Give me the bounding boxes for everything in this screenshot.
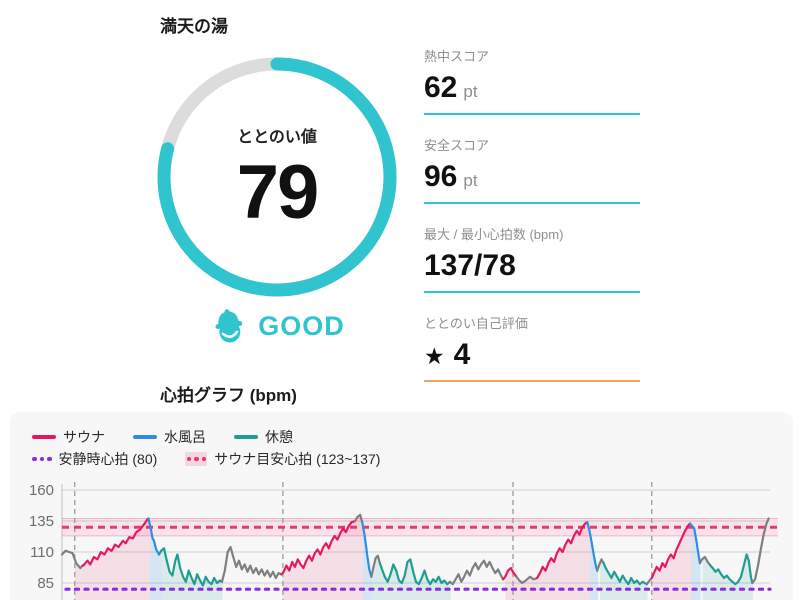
legend-item: 安静時心拍 (80) [32,449,157,469]
svg-text:135: 135 [29,513,54,530]
stat-heat-score: 熱中スコア 62 pt [424,46,640,115]
gauge-value: 79 [236,150,320,235]
legend-series-row: サウナ 水風呂 休憩 [32,426,793,448]
legend-reference-row: 安静時心拍 (80) サウナ目安心拍 (123~137) [32,448,793,470]
legend-swatch-solid [133,434,157,440]
gauge-ring [157,57,397,297]
heart-rate-card: サウナ 水風呂 休憩 安静時心拍 (80) サウナ目安心拍 (123~137) 160… [10,412,793,600]
legend-item: 水風呂 [133,427,206,447]
legend-item: サウナ [32,427,105,447]
legend-label: 安静時心拍 (80) [58,451,158,467]
svg-text:160: 160 [29,482,54,499]
heart-rate-chart: 160 135 110 85 [29,482,778,600]
gauge-label: ととのい値 [237,129,317,146]
stat-label: 最大 / 最小心拍数 (bpm) [424,227,564,242]
legend-swatch-solid [32,434,56,440]
stat-unit: pt [463,82,478,101]
stats-column: 熱中スコア 62 pt 安全スコア 96 pt 最大 / 最小心拍数 (bpm)… [424,46,640,402]
stat-value: 137/78 [424,249,516,282]
legend-label: サウナ目安心拍 (123~137) [214,451,381,467]
stat-label: 熱中スコア [424,49,490,64]
facility-name: 満天の湯 [160,17,228,36]
legend-swatch-dots [32,456,52,462]
chart-legend: サウナ 水風呂 休憩 安静時心拍 (80) サウナ目安心拍 (123~137) [10,412,793,470]
star-icon: ★ [424,343,445,369]
legend-label: サウナ [63,429,105,445]
sauna-hat-icon [215,309,243,343]
status-row: GOOD [157,306,397,346]
stat-max-min-hr: 最大 / 最小心拍数 (bpm) 137/78 [424,224,640,293]
stat-safety-score: 安全スコア 96 pt [424,135,640,204]
svg-text:110: 110 [30,544,54,561]
stat-value: 96 [424,160,458,193]
legend-label: 休憩 [265,429,293,445]
chart-title: 心拍グラフ (bpm) [160,386,297,405]
stat-value: 4 [453,338,471,371]
totonoi-gauge: ととのい値 79 [157,57,397,297]
legend-item: サウナ目安心拍 (123~137) [185,449,380,469]
legend-label: 水風呂 [164,429,206,445]
stat-label: 安全スコア [424,138,490,153]
legend-item: 休憩 [234,427,293,447]
legend-swatch-band [185,452,208,466]
svg-text:85: 85 [37,575,54,592]
legend-swatch-solid [234,434,258,440]
stat-label: ととのい自己評価 [424,316,528,331]
stat-value: 62 [424,71,458,104]
stat-unit: pt [463,171,478,190]
stat-self-rating: ととのい自己評価 ★ 4 [424,313,640,382]
status-text: GOOD [258,310,345,341]
